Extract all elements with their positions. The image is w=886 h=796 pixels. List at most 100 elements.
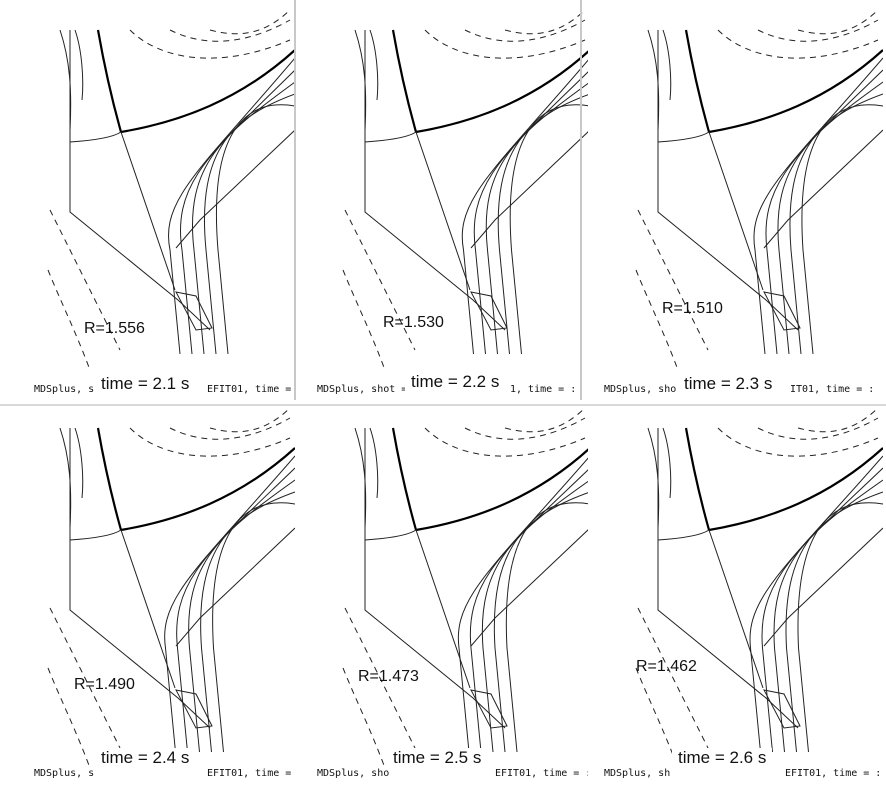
sol-flux-surface	[753, 57, 883, 355]
dashed-flux-contour	[504, 407, 586, 433]
dashed-flux-contour	[637, 209, 709, 351]
sol-flux-surface	[509, 104, 590, 355]
panel-t2-5: R=1.473 MDSplus, sho EFIT01, time = : ti…	[295, 398, 590, 796]
sol-flux-surface	[497, 93, 590, 355]
sol-flux-surface	[469, 467, 590, 753]
time-label: time = 2.5 s	[387, 748, 488, 768]
separatrix-leg	[364, 131, 471, 291]
sol-flux-surface	[773, 479, 883, 753]
sol-flux-surface	[188, 479, 295, 753]
sol-flux-surface	[749, 455, 883, 753]
equilibrium-plot	[342, 407, 590, 769]
separatrix-leg	[364, 529, 471, 689]
panel-separator	[580, 0, 582, 400]
separatrix	[684, 29, 711, 133]
strike-point-label: R=1.510	[662, 300, 723, 317]
panel-t2-1: R=1.556 MDSplus, sl EFIT01, time = : tim…	[0, 0, 295, 398]
sol-flux-surface	[192, 81, 295, 355]
sol-flux-surface	[200, 491, 295, 753]
plot-caption-left: MDSplus, sh	[604, 768, 671, 779]
dashed-flux-contour	[169, 19, 291, 42]
plot-caption-left: MDSplus, sho	[317, 768, 390, 779]
divertor-target	[470, 689, 508, 729]
flux-surface	[662, 29, 672, 101]
separatrix	[391, 29, 418, 133]
separatrix-leg	[657, 529, 764, 689]
plot-caption-left: MDSplus, shot =	[317, 384, 408, 395]
plot-caption-right: EFIT01, time = :	[207, 768, 295, 779]
plot-caption-left: MDSplus, sho	[604, 384, 677, 395]
dashed-flux-contour	[464, 19, 586, 42]
equilibrium-plot	[635, 9, 883, 371]
sol-flux-surface	[797, 502, 883, 753]
baffle-line	[175, 129, 295, 249]
flux-surface	[647, 29, 660, 131]
sol-flux-surface	[789, 93, 883, 355]
dashed-flux-contour	[424, 29, 586, 59]
strike-point-label: R=1.462	[636, 658, 697, 675]
divertor-target	[175, 689, 213, 729]
sol-flux-surface	[505, 502, 590, 753]
sol-flux-surface	[216, 104, 295, 355]
flux-surface	[647, 427, 660, 529]
dashed-flux-contour	[129, 427, 291, 457]
dashed-flux-contour	[757, 417, 879, 440]
time-label: time = 2.4 s	[95, 748, 196, 768]
sol-flux-surface	[485, 81, 590, 355]
vessel-wall	[657, 428, 799, 729]
dashed-flux-contour	[344, 607, 416, 749]
baffle-line	[470, 527, 590, 647]
separatrix	[708, 49, 883, 134]
separatrix	[415, 49, 590, 134]
sol-flux-surface	[461, 57, 590, 355]
plot-caption-left: MDSplus, sl	[34, 384, 101, 395]
sol-flux-surface	[481, 479, 590, 753]
dashed-flux-contour	[49, 607, 121, 749]
dashed-flux-contour	[797, 407, 879, 433]
strike-point-label: R=1.490	[74, 676, 135, 693]
baffle-line	[763, 527, 883, 647]
separatrix	[684, 427, 711, 531]
sol-flux-surface	[777, 81, 883, 355]
plot-caption-right: 1, time = :	[510, 384, 577, 395]
dashed-flux-contour	[717, 427, 879, 457]
panel-t2-4: R=1.490 MDSplus, s EFIT01, time = : time…	[0, 398, 295, 796]
flux-surface	[369, 427, 379, 499]
flux-surface	[74, 29, 84, 101]
baffle-line	[175, 527, 295, 647]
divertor-target	[175, 291, 213, 331]
dashed-flux-contour	[464, 417, 586, 440]
plot-caption-right: EFIT01, time = :	[785, 768, 882, 779]
vessel-wall	[364, 30, 506, 331]
separatrix	[415, 447, 590, 532]
strike-point-label: R=1.473	[358, 668, 419, 685]
time-label: time = 2.6 s	[672, 748, 773, 768]
separatrix	[96, 29, 123, 133]
separatrix	[96, 427, 123, 531]
flux-surface	[59, 29, 72, 131]
dashed-flux-contour	[342, 269, 386, 371]
panel-separator	[0, 404, 886, 406]
baffle-line	[470, 129, 590, 249]
strike-point-label: R=1.530	[383, 314, 444, 331]
dashed-flux-contour	[209, 9, 291, 35]
baffle-line	[763, 129, 883, 249]
sol-flux-surface	[180, 69, 295, 355]
dashed-flux-contour	[797, 9, 879, 35]
panel-separator	[294, 0, 296, 400]
vessel-wall	[69, 428, 211, 729]
separatrix	[120, 49, 295, 134]
equilibrium-plot	[342, 9, 590, 371]
sol-flux-surface	[204, 93, 295, 355]
strike-point-label: R=1.556	[84, 320, 145, 337]
flux-surface	[354, 29, 367, 131]
separatrix-leg	[69, 131, 176, 291]
sol-flux-surface	[168, 57, 295, 355]
separatrix-leg	[69, 529, 176, 689]
plot-caption-right: EFIT01, time = :	[495, 768, 590, 779]
dashed-flux-contour	[344, 209, 416, 351]
sol-flux-surface	[473, 69, 590, 355]
dashed-flux-contour	[504, 9, 586, 35]
time-label: time = 2.3 s	[678, 374, 779, 394]
dashed-flux-contour	[635, 269, 679, 371]
